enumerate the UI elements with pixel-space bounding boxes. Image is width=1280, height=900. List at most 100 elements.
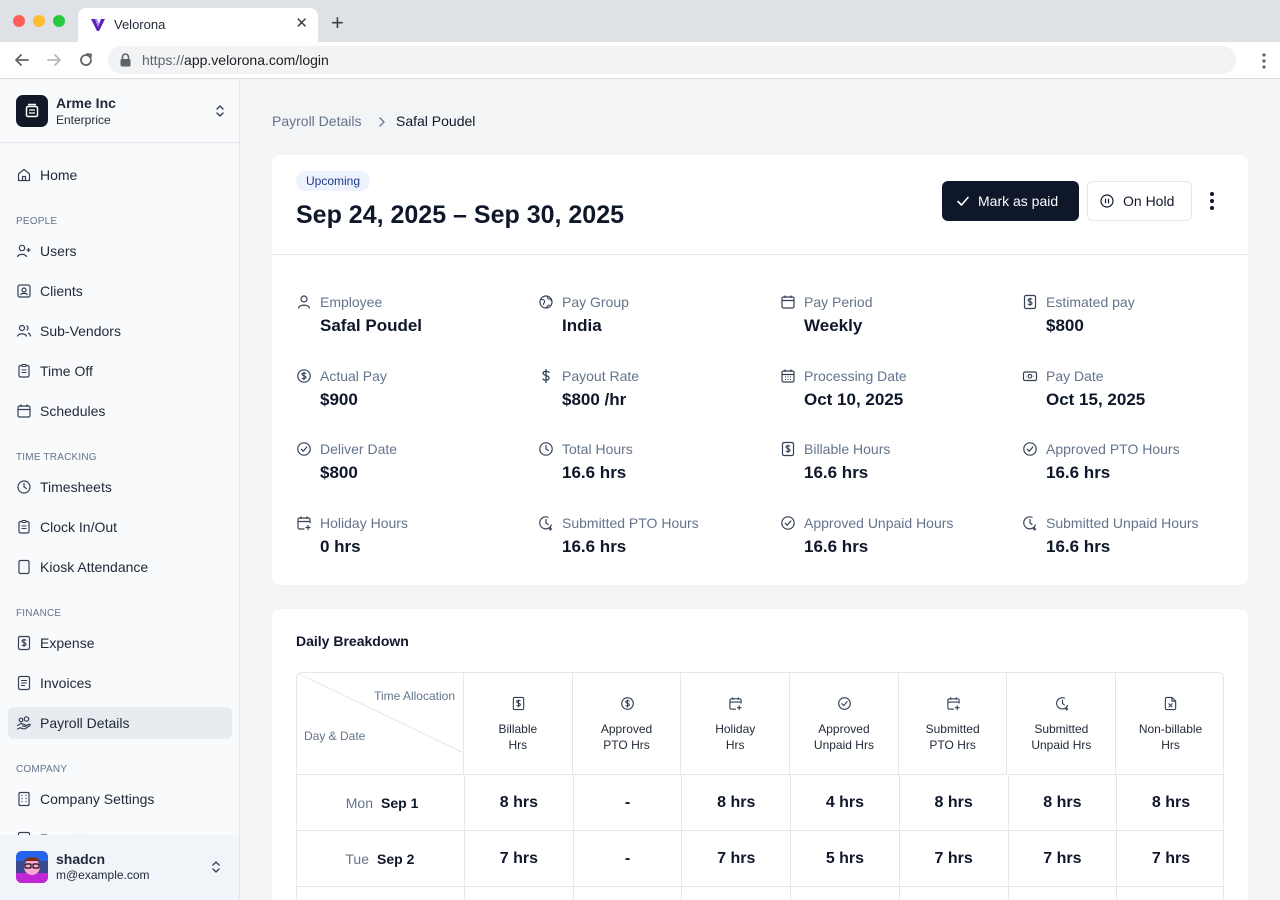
table-cell: 7 hrs xyxy=(1116,831,1223,887)
sidebar-item-label: Kiosk Attendance xyxy=(40,559,149,575)
sidebar-item-subvendors[interactable]: Sub-Vendors xyxy=(8,315,232,347)
table-cell: 8 hrs xyxy=(464,775,573,831)
tab-close-icon[interactable]: ✕ xyxy=(295,15,308,32)
detail-holiday-hours: Holiday Hours 0 hrs xyxy=(296,515,526,559)
dollar-doc-icon xyxy=(512,696,525,711)
new-tab-icon[interactable]: + xyxy=(331,10,344,35)
daily-breakdown-card: Daily Breakdown Time Allocation Day & Da… xyxy=(272,609,1248,900)
section-title: Daily Breakdown xyxy=(296,633,409,649)
detail-value: India xyxy=(562,316,602,335)
section-label-company: COMPANY xyxy=(16,764,68,775)
status-badge: Upcoming xyxy=(296,171,371,191)
column-header-label: Hrs xyxy=(508,738,528,752)
sidebar-item-label: Sub-Vendors xyxy=(40,323,121,339)
sidebar-item-expense[interactable]: Expense xyxy=(8,627,232,659)
detail-value: 16.6 hrs xyxy=(1046,537,1111,556)
detail-estimated-pay: Estimated pay $800 xyxy=(1022,294,1252,338)
dollar-icon xyxy=(542,368,550,384)
sidebar-item-label: Payroll Details xyxy=(40,715,130,731)
table-cell: - xyxy=(572,775,682,831)
column-header-approved-unpaid: Approved Unpaid Hrs xyxy=(790,673,899,775)
check-circle-icon xyxy=(1023,442,1037,456)
column-header-label: Hrs xyxy=(1161,738,1180,752)
calendar-icon xyxy=(781,295,795,309)
sidebar-item-label: Company Settings xyxy=(40,791,155,807)
minimize-window-button[interactable] xyxy=(33,15,45,27)
chevron-right-icon xyxy=(379,117,385,127)
dollar-doc-icon xyxy=(781,441,795,457)
detail-label: Billable Hours xyxy=(804,441,891,457)
sidebar-item-invoices[interactable]: Invoices xyxy=(8,667,232,699)
table-cell: 8 hrs xyxy=(1007,775,1117,831)
detail-approved-unpaid: Approved Unpaid Hours 16.6 hrs xyxy=(780,515,1010,559)
address-bar[interactable]: https://app.velorona.com/login xyxy=(108,46,1236,74)
table-cell: 8 hrs xyxy=(898,775,1008,831)
page-title: Sep 24, 2025 – Sep 30, 2025 xyxy=(296,201,625,229)
detail-value: Safal Poudel xyxy=(320,316,423,335)
contact-square-icon xyxy=(17,284,31,298)
dollar-circle-icon xyxy=(297,369,311,383)
sidebar-divider xyxy=(0,142,239,143)
detail-submitted-pto: Submitted PTO Hours 16.6 hrs xyxy=(538,515,768,559)
mark-as-paid-button[interactable]: Mark as paid xyxy=(942,181,1079,221)
main-content: Payroll Details Safal Poudel Upcoming Se… xyxy=(240,80,1280,900)
row-date: Sep 2 xyxy=(377,851,415,867)
org-switcher[interactable]: Arme Inc Enterprice xyxy=(16,95,226,127)
detail-pay-group: Pay Group India xyxy=(538,294,768,338)
dollar-doc-icon xyxy=(17,635,31,651)
back-arrow-icon[interactable] xyxy=(13,51,31,69)
on-hold-button[interactable]: On Hold xyxy=(1087,181,1192,221)
column-header-label: Non-billable xyxy=(1138,722,1203,736)
detail-pay-period: Pay Period Weekly xyxy=(780,294,1010,338)
sidebar-item-company-settings[interactable]: Company Settings xyxy=(8,783,232,815)
browser-tab[interactable]: Velorona ✕ xyxy=(78,8,318,42)
sidebar-item-clock[interactable]: Clock In/Out xyxy=(8,511,232,543)
column-header-billable: Billable Hrs xyxy=(464,673,573,775)
users-icon xyxy=(16,324,32,337)
maximize-window-button[interactable] xyxy=(53,15,65,27)
sidebar-item-home[interactable]: Home xyxy=(8,159,232,191)
row-date: Sep 1 xyxy=(381,795,419,811)
section-label-time-tracking: TIME TRACKING xyxy=(16,452,97,463)
clipboard-icon xyxy=(18,519,30,534)
sidebar-item-clients[interactable]: Clients xyxy=(8,275,232,307)
breadcrumb-link[interactable]: Payroll Details xyxy=(272,113,362,129)
table-cell: 7 hrs xyxy=(1007,831,1117,887)
detail-label: Pay Date xyxy=(1046,368,1104,384)
org-plan: Enterprice xyxy=(56,113,111,127)
close-window-button[interactable] xyxy=(13,15,25,27)
more-vertical-icon[interactable] xyxy=(1200,186,1224,216)
sidebar-item-kiosk[interactable]: Kiosk Attendance xyxy=(8,551,232,583)
column-header-label: PTO Hrs xyxy=(929,738,976,752)
check-circle-icon xyxy=(838,697,851,710)
on-hold-label: On Hold xyxy=(1123,193,1175,209)
sidebar-item-payroll[interactable]: Payroll Details xyxy=(8,707,232,739)
sidebar-item-label: Invoices xyxy=(40,675,92,691)
user-name: shadcn xyxy=(56,851,106,867)
detail-label: Holiday Hours xyxy=(320,515,408,531)
user-menu[interactable]: shadcn m@example.com xyxy=(0,835,239,900)
detail-value: Oct 15, 2025 xyxy=(1046,390,1146,409)
clock-pending-icon xyxy=(1023,516,1037,531)
sidebar-item-users[interactable]: Users xyxy=(8,235,232,267)
reload-icon[interactable] xyxy=(77,51,95,69)
sidebar-item-timesheets[interactable]: Timesheets xyxy=(8,471,232,503)
sidebar-item-schedules[interactable]: Schedules xyxy=(8,395,232,427)
sidebar-item-label: Clients xyxy=(40,283,83,299)
sidebar-item-timeoff[interactable]: Time Off xyxy=(8,355,232,387)
browser-menu-icon[interactable] xyxy=(1262,52,1266,70)
tablet-icon xyxy=(18,559,30,575)
forward-arrow-icon[interactable] xyxy=(45,51,63,69)
column-header-label: Unpaid Hrs xyxy=(813,738,874,752)
user-email: m@example.com xyxy=(56,868,150,882)
detail-label: Total Hours xyxy=(562,441,633,457)
chevron-up-down-icon xyxy=(216,105,224,117)
detail-label: Employee xyxy=(320,294,383,310)
banknote-icon xyxy=(1022,371,1038,382)
check-circle-icon xyxy=(297,442,311,456)
chevron-up-down-icon xyxy=(212,861,220,873)
lock-icon xyxy=(120,53,131,67)
calendar-icon xyxy=(17,404,31,418)
table-cell: 7 hrs xyxy=(681,831,790,887)
url-text: https://app.velorona.com/login xyxy=(142,52,329,68)
